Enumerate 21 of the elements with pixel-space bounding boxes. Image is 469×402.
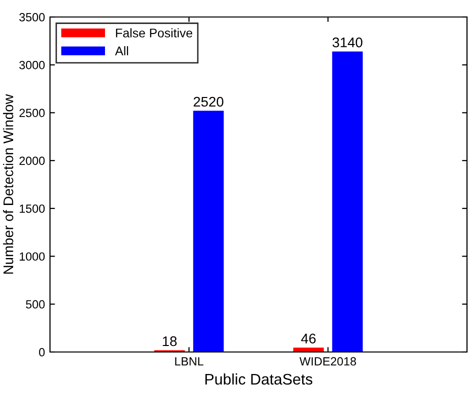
y-tick-label: 3000 bbox=[19, 60, 45, 70]
legend-label: All bbox=[115, 46, 128, 56]
x-tick-label: LBNL bbox=[175, 357, 204, 366]
y-tick-label: 2500 bbox=[19, 108, 45, 118]
x-tick-label: WIDE2018 bbox=[300, 357, 356, 366]
legend-label: False Positive bbox=[116, 28, 192, 38]
y-tick-label: 0 bbox=[39, 348, 45, 356]
x-axis-title: Public DataSets bbox=[205, 373, 312, 385]
data-label: 46 bbox=[301, 334, 316, 344]
data-label: 18 bbox=[162, 336, 177, 346]
data-label: 3140 bbox=[332, 37, 362, 48]
bar bbox=[193, 110, 224, 352]
y-axis-title: Number of Detection Window bbox=[3, 94, 14, 274]
y-tick-label: 2000 bbox=[19, 156, 45, 165]
bar bbox=[332, 51, 363, 352]
bar bbox=[293, 348, 324, 352]
y-tick-label: 1000 bbox=[20, 252, 45, 261]
y-tick-label: 1500 bbox=[20, 204, 45, 213]
data-label: 2520 bbox=[194, 96, 224, 107]
y-tick-label: 500 bbox=[26, 300, 45, 309]
y-tick-label: 3500 bbox=[19, 13, 45, 22]
